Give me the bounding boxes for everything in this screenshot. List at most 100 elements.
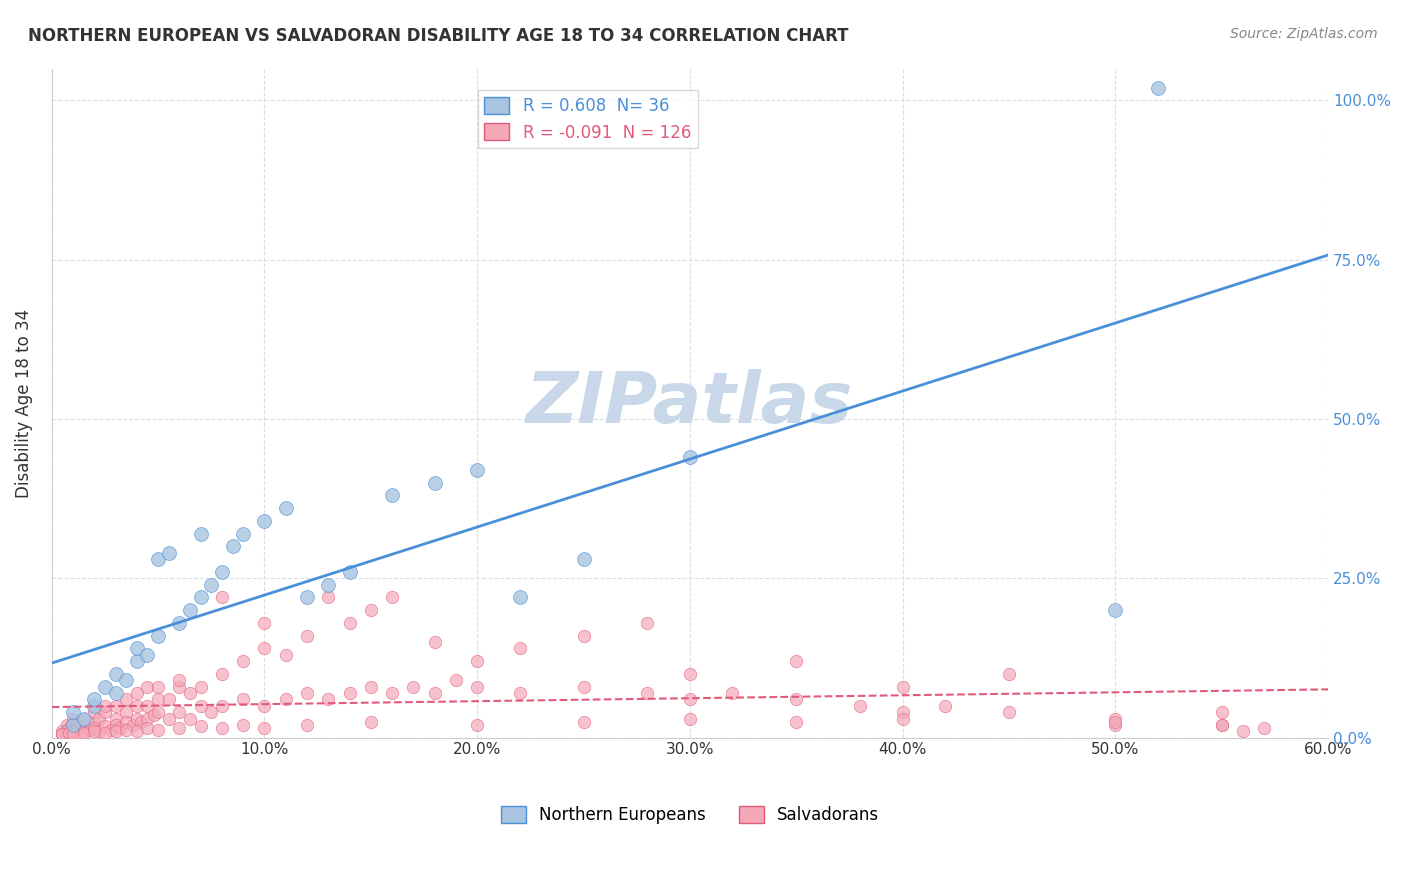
Point [232, 526, 254, 541]
Point [73, 711, 96, 725]
Point [115, 692, 138, 706]
Point [104, 711, 127, 725]
Point [295, 629, 318, 643]
Point [157, 546, 180, 560]
Point [785, 654, 807, 668]
Point [200, 705, 222, 719]
Point [136, 698, 159, 713]
Point [679, 666, 702, 681]
Point [360, 714, 382, 729]
Point [849, 698, 872, 713]
Point [381, 488, 404, 502]
Point [104, 724, 127, 739]
Point [59, 725, 82, 739]
Point [58, 725, 80, 739]
Point [1147, 80, 1170, 95]
Point [62, 727, 84, 741]
Point [339, 565, 361, 579]
Point [1253, 721, 1275, 735]
Point [360, 680, 382, 694]
Point [1232, 724, 1254, 739]
Point [73, 726, 96, 740]
Point [211, 698, 233, 713]
Point [1211, 705, 1233, 719]
Point [423, 475, 446, 490]
Point [295, 718, 318, 732]
Point [232, 654, 254, 668]
Point [146, 680, 169, 694]
Point [253, 615, 276, 630]
Legend: Northern Europeans, Salvadorans: Northern Europeans, Salvadorans [494, 799, 886, 831]
Point [179, 686, 201, 700]
Text: Source: ZipAtlas.com: Source: ZipAtlas.com [1230, 27, 1378, 41]
Point [1104, 711, 1126, 725]
Point [83, 714, 105, 729]
Point [572, 714, 595, 729]
Point [360, 603, 382, 617]
Point [104, 698, 127, 713]
Point [146, 552, 169, 566]
Point [66, 721, 89, 735]
Point [465, 718, 488, 732]
Point [146, 723, 169, 737]
Point [572, 629, 595, 643]
Point [253, 698, 276, 713]
Point [636, 686, 658, 700]
Point [55, 724, 77, 739]
Point [169, 680, 191, 694]
Point [1211, 718, 1233, 732]
Point [179, 711, 201, 725]
Point [381, 686, 404, 700]
Point [146, 692, 169, 706]
Point [94, 698, 117, 713]
Point [190, 680, 212, 694]
Point [79, 723, 101, 737]
Point [465, 654, 488, 668]
Point [115, 714, 138, 729]
Point [211, 721, 233, 735]
Point [62, 718, 84, 732]
Point [679, 450, 702, 465]
Point [83, 705, 105, 719]
Point [94, 705, 117, 719]
Point [136, 721, 159, 735]
Point [146, 705, 169, 719]
Point [94, 680, 117, 694]
Point [998, 666, 1021, 681]
Point [891, 711, 914, 725]
Point [169, 721, 191, 735]
Point [636, 615, 658, 630]
Point [62, 711, 84, 725]
Y-axis label: Disability Age 18 to 34: Disability Age 18 to 34 [15, 309, 32, 498]
Point [83, 724, 105, 739]
Point [444, 673, 467, 688]
Point [157, 711, 180, 725]
Point [211, 666, 233, 681]
Point [295, 591, 318, 605]
Point [94, 725, 117, 739]
Point [125, 724, 148, 739]
Point [62, 724, 84, 739]
Point [115, 673, 138, 688]
Point [142, 708, 165, 723]
Point [509, 641, 531, 656]
Point [339, 686, 361, 700]
Point [253, 641, 276, 656]
Point [129, 714, 152, 729]
Point [125, 698, 148, 713]
Point [253, 721, 276, 735]
Point [62, 705, 84, 719]
Point [83, 692, 105, 706]
Point [1104, 718, 1126, 732]
Point [87, 724, 110, 739]
Point [221, 540, 243, 554]
Point [190, 719, 212, 733]
Point [87, 711, 110, 725]
Point [721, 686, 744, 700]
Point [136, 711, 159, 725]
Point [94, 719, 117, 733]
Point [679, 692, 702, 706]
Point [1104, 714, 1126, 729]
Point [509, 591, 531, 605]
Point [125, 654, 148, 668]
